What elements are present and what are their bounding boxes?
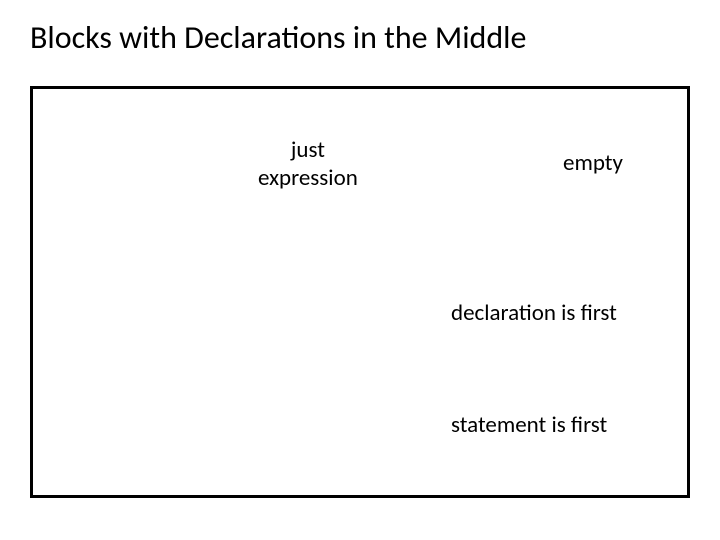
label-just-expression-line1: just — [258, 137, 358, 165]
label-just-expression: just expression — [258, 137, 358, 192]
label-empty: empty — [563, 149, 623, 177]
content-box: just expression empty declaration is fir… — [30, 86, 690, 498]
label-just-expression-line2: expression — [258, 165, 358, 193]
label-declaration-first: declaration is first — [451, 299, 617, 327]
label-statement-first: statement is first — [451, 411, 607, 439]
slide-title: Blocks with Declarations in the Middle — [30, 18, 526, 57]
